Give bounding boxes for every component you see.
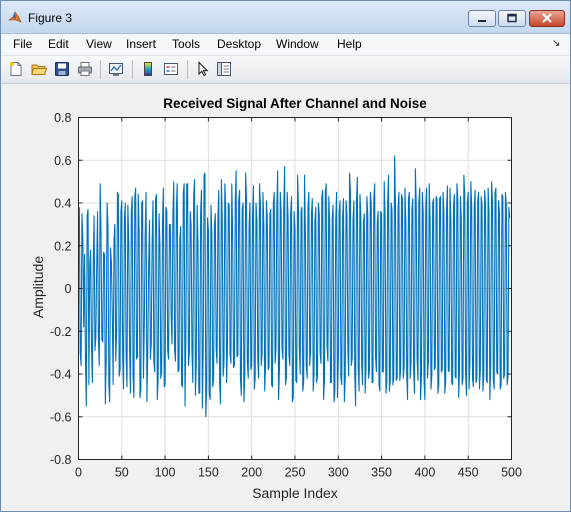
y-tick-label: -0.4 — [50, 368, 72, 382]
y-tick-label: 0.8 — [54, 111, 71, 125]
menu-file[interactable]: File — [13, 37, 33, 51]
window-title: Figure 3 — [28, 11, 73, 25]
menu-tools[interactable]: Tools — [172, 37, 201, 51]
x-tick-label: 350 — [371, 466, 392, 480]
y-tick-label: 0.2 — [54, 239, 71, 253]
maximize-button[interactable] — [498, 10, 526, 27]
x-tick-label: 100 — [155, 466, 176, 480]
x-tick-label: 150 — [198, 466, 219, 480]
x-tick-label: 250 — [285, 466, 306, 480]
figure-toolbar — [1, 56, 570, 84]
menu-view[interactable]: View — [86, 37, 112, 51]
save-icon[interactable] — [54, 61, 70, 77]
y-tick-label: -0.2 — [50, 325, 72, 339]
toolbar-separator — [132, 60, 133, 79]
y-tick-label: 0.6 — [54, 154, 71, 168]
property-editor-icon[interactable] — [216, 61, 232, 77]
x-tick-label: 400 — [414, 466, 435, 480]
link-plot-icon[interactable] — [108, 61, 124, 77]
menu-bar: File Edit View Insert Tools Desktop Wind… — [1, 34, 570, 56]
plot-svg: 0 50 100 150 200 250 300 350 400 450 500 -0.8 -0.6 -0… — [30, 96, 522, 501]
chart-title: Received Signal After Channel and Noise — [163, 96, 427, 111]
signal-series — [78, 155, 511, 418]
y-tick-label: 0 — [65, 282, 72, 296]
x-tick-label: 50 — [115, 466, 129, 480]
x-tick-label: 300 — [328, 466, 349, 480]
x-tick-label: 0 — [75, 466, 82, 480]
axis-ticks: 0 50 100 150 200 250 300 350 400 450 500 -0.8 -0.6 -0… — [50, 111, 522, 480]
menu-desktop[interactable]: Desktop — [217, 37, 262, 51]
x-tick-label: 200 — [241, 466, 262, 480]
new-figure-icon[interactable] — [8, 61, 24, 77]
y-axis-label: Amplitude — [30, 256, 46, 318]
x-axis-label: Sample Index — [252, 485, 338, 501]
close-icon — [542, 13, 552, 23]
menu-overflow-arrow-icon[interactable]: ↘ — [552, 38, 561, 49]
x-tick-label: 500 — [501, 466, 522, 480]
matlab-icon — [8, 11, 22, 23]
open-file-icon[interactable] — [31, 61, 47, 77]
title-bar[interactable]: Figure 3 — [1, 1, 570, 34]
print-icon[interactable] — [77, 61, 93, 77]
minimize-icon — [478, 20, 486, 22]
menu-insert[interactable]: Insert — [126, 37, 157, 51]
y-tick-label: 0.4 — [54, 197, 71, 211]
insert-colorbar-icon[interactable] — [140, 61, 156, 77]
toolbar-separator — [100, 60, 101, 79]
y-tick-label: -0.6 — [50, 410, 72, 424]
close-button[interactable] — [529, 10, 565, 27]
menu-help[interactable]: Help — [337, 37, 362, 51]
minimize-button[interactable] — [468, 10, 496, 27]
insert-legend-icon[interactable] — [163, 61, 179, 77]
edit-plot-icon[interactable] — [195, 61, 211, 77]
maximize-icon — [507, 13, 517, 23]
menu-window[interactable]: Window — [276, 37, 319, 51]
x-tick-label: 450 — [458, 466, 479, 480]
figure-canvas: 0 50 100 150 200 250 300 350 400 450 500 -0.8 -0.6 -0… — [5, 84, 567, 508]
toolbar-separator — [187, 60, 188, 79]
signal-line-series-0 — [78, 155, 511, 418]
menu-edit[interactable]: Edit — [48, 37, 69, 51]
y-tick-label: -0.8 — [50, 453, 72, 467]
